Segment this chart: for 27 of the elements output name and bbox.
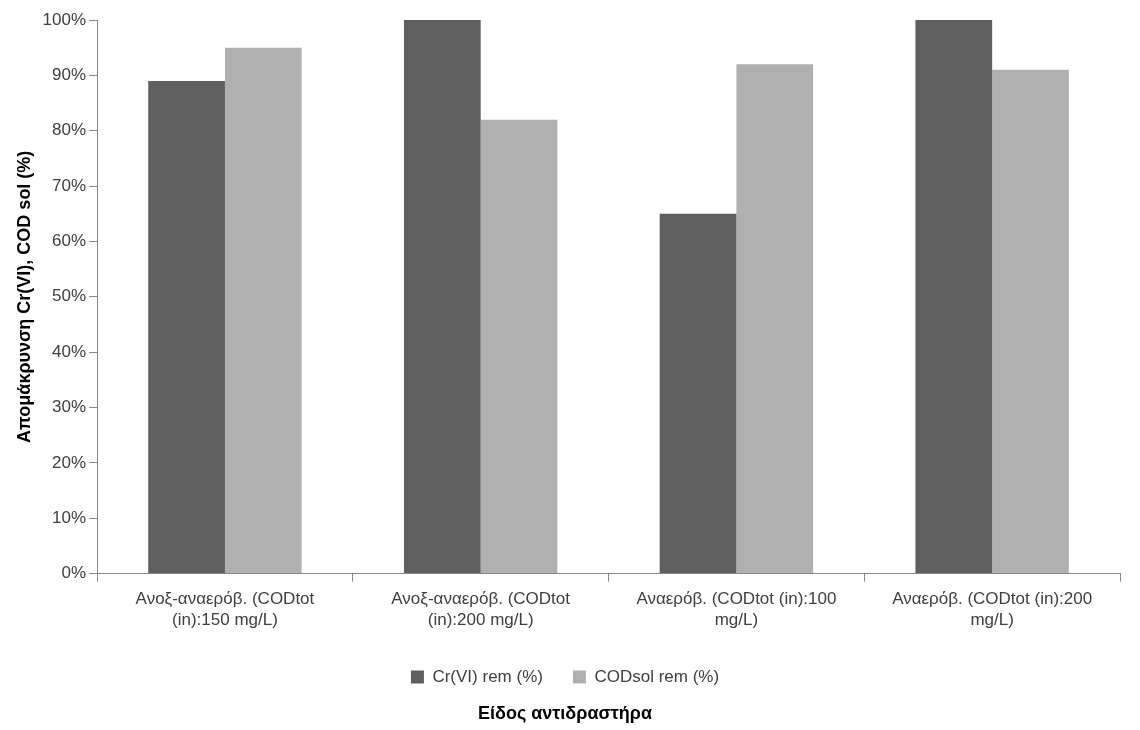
bar [915,20,993,574]
bar [403,20,481,574]
bar [480,119,558,574]
y-tick-label: 30% [52,397,87,417]
bar [148,80,225,574]
y-tick-label: 90% [52,65,87,85]
y-tick-label: 100% [42,9,87,29]
y-tick-label: 60% [52,231,87,251]
y-tick-label: 0% [61,563,87,583]
legend-label: CODsol rem (%) [594,666,720,686]
bar [736,64,814,574]
x-tick-label: Ανοξ-αναερόβ. (CODtot (in):200 mg/L) [391,589,571,629]
y-tick-label: 70% [52,175,87,195]
x-tick-label: Αναερόβ. (CODtot (in):200 mg/L) [892,589,1093,629]
legend-label: Cr(VI) rem (%) [432,666,543,686]
bar [992,69,1069,574]
x-tick-label: Ανοξ-αναερόβ. (CODtot (in):150 mg/L) [135,589,315,629]
bar [659,213,737,574]
y-axis-title: Απομάκρυνση Cr(VI), COD sol (%) [13,150,34,443]
y-tick-label: 50% [52,286,87,306]
x-axis-title: Είδος αντιδραστήρα [477,703,653,724]
bar [224,47,302,574]
y-tick-label: 40% [52,341,87,361]
y-tick-label: 20% [52,452,87,472]
y-tick-label: 80% [52,120,87,140]
x-tick-label: Αναερόβ. (CODtot (in):100 mg/L) [636,589,837,629]
y-tick-label: 10% [52,507,87,527]
